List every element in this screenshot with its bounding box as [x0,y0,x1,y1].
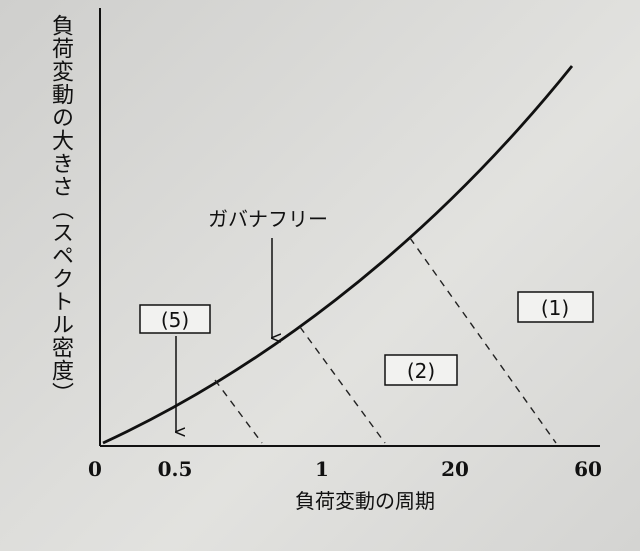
annotation: ガバナフリー [208,207,328,231]
x-axis-title: 負荷変動の周期 [295,489,435,513]
x-tick-label: 0 [88,457,102,481]
box-label: (1) [541,296,569,320]
x-tick-label: 1 [315,457,329,481]
label-box [384,354,458,386]
label-box [139,304,211,334]
x-tick-label: 20 [441,457,469,481]
spectrum-curve [102,65,574,445]
x-tick-label: 60 [574,457,602,481]
region-dividers [214,237,557,444]
box-label: (5) [161,308,189,332]
y-axis-title: 負荷変動の大きさ（スペクトル密度） [48,14,73,405]
box-label: (2) [407,359,435,383]
label-box [517,291,594,323]
x-tick-label: 0.5 [158,457,193,481]
